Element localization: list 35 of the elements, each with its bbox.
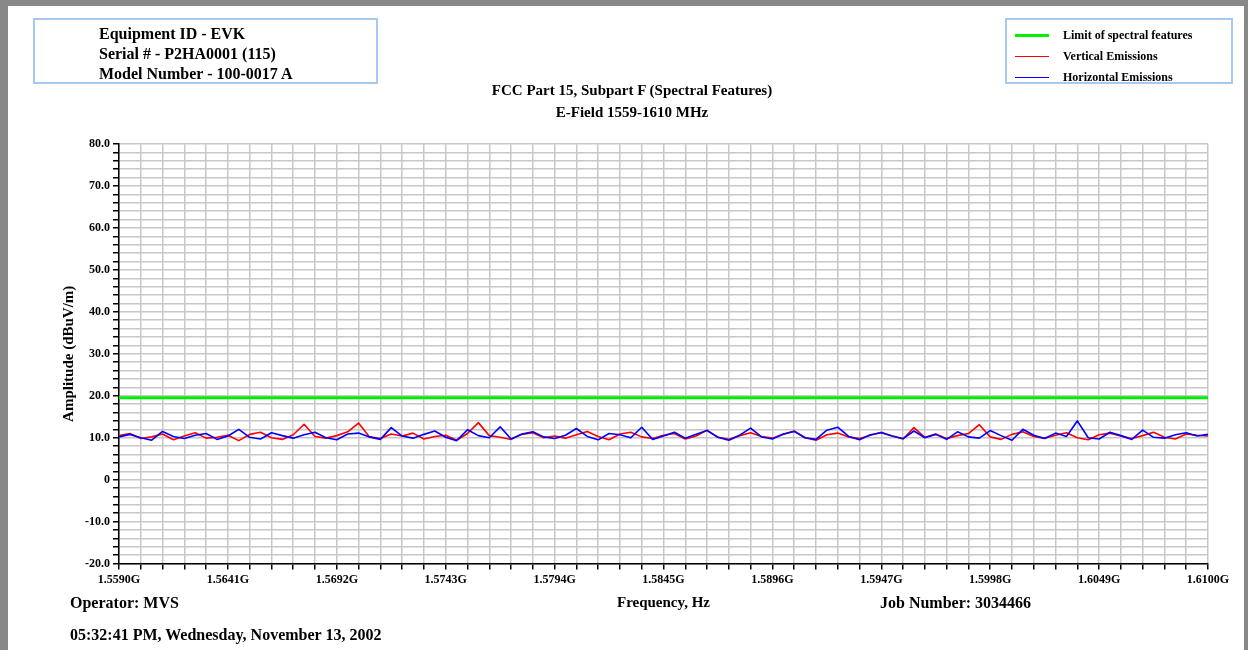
x-tick-label: 1.5998G bbox=[969, 571, 1012, 586]
chart-subtitle: E-Field 1559-1610 MHz bbox=[555, 103, 709, 120]
y-tick-label: -10.0 bbox=[85, 513, 110, 528]
x-tick-label: 1.5947G bbox=[860, 571, 903, 586]
x-tick-label: 1.6049G bbox=[1077, 571, 1121, 586]
x-tick-label: 1.5845G bbox=[642, 571, 685, 586]
text: 05:32:41 PM, Wednesday, November 13, 2002 bbox=[70, 626, 382, 644]
y-tick-label: 30.0 bbox=[89, 345, 110, 360]
x-tick-label: 1.5743G bbox=[424, 571, 467, 586]
x-tick-label: 1.5692G bbox=[315, 571, 358, 586]
x-tick-label: 1.5641G bbox=[206, 571, 250, 586]
x-tick-label: 1.5590G bbox=[97, 571, 141, 586]
y-tick-label: 20.0 bbox=[89, 387, 110, 402]
y-tick-label: 50.0 bbox=[89, 261, 110, 276]
legend-label: Horizontal Emissions bbox=[1063, 70, 1173, 85]
y-tick-label: 10.0 bbox=[89, 429, 110, 444]
x-tick-label: 1.5896G bbox=[751, 571, 794, 586]
x-tick-label: 1.5794G bbox=[533, 571, 576, 586]
text: Operator: MVS bbox=[70, 594, 179, 612]
y-tick-label: 40.0 bbox=[89, 303, 110, 318]
text: Job Number: 3034466 bbox=[880, 594, 1032, 612]
x-tick-label: 1.6100G bbox=[1186, 571, 1230, 586]
x-axis-title: Frequency, Hz bbox=[616, 593, 711, 610]
legend-label: Limit of spectral features bbox=[1063, 28, 1193, 43]
y-tick-label: 60.0 bbox=[89, 220, 110, 235]
text: Model Number - 100-0017 A bbox=[99, 64, 294, 84]
y-axis-title: Amplitude (dBuV/m) bbox=[59, 285, 77, 422]
legend-label: Vertical Emissions bbox=[1063, 49, 1158, 64]
y-tick-label: 70.0 bbox=[89, 178, 110, 193]
text: Equipment ID - EVK bbox=[99, 24, 247, 44]
y-tick-label: 0 bbox=[104, 471, 110, 486]
y-tick-label: 80.0 bbox=[89, 136, 110, 151]
text: Serial # - P2HA0001 (115) bbox=[99, 44, 277, 64]
y-tick-label: -20.0 bbox=[85, 555, 110, 570]
chart-title: FCC Part 15, Subpart F (Spectral Features) bbox=[491, 81, 773, 99]
